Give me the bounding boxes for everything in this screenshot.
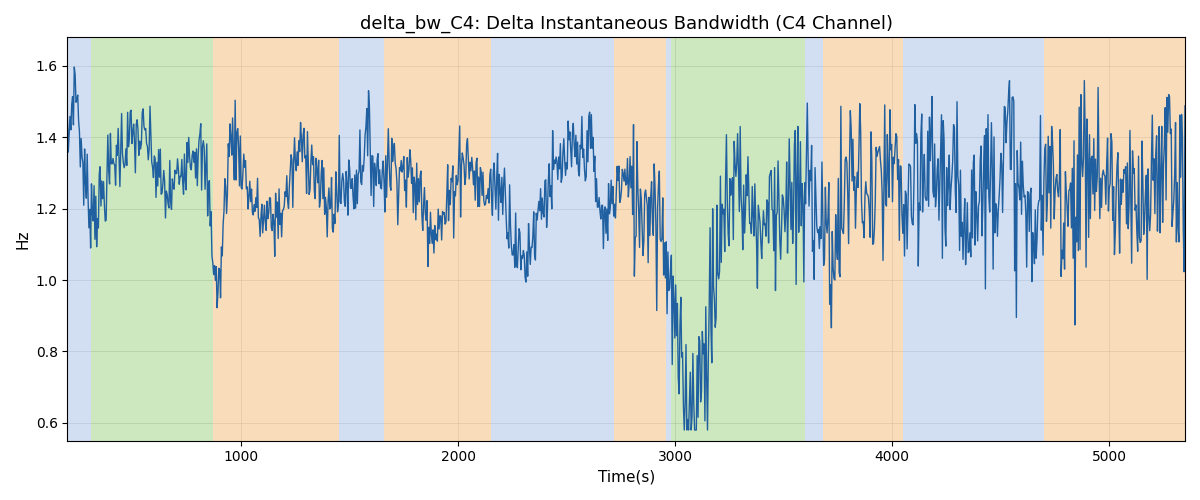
Bar [338,38,384,440]
Bar [671,38,805,440]
Bar [805,38,822,440]
Bar [902,38,1044,440]
Bar [614,38,666,440]
Bar [1044,38,1186,440]
Bar [67,38,91,440]
Bar [666,38,671,440]
Y-axis label: Hz: Hz [16,230,30,249]
X-axis label: Time(s): Time(s) [598,470,655,485]
Bar [491,38,614,440]
Bar [91,38,212,440]
Bar [822,38,902,440]
Bar [212,38,338,440]
Bar [384,38,491,440]
Title: delta_bw_C4: Delta Instantaneous Bandwidth (C4 Channel): delta_bw_C4: Delta Instantaneous Bandwid… [360,15,893,34]
